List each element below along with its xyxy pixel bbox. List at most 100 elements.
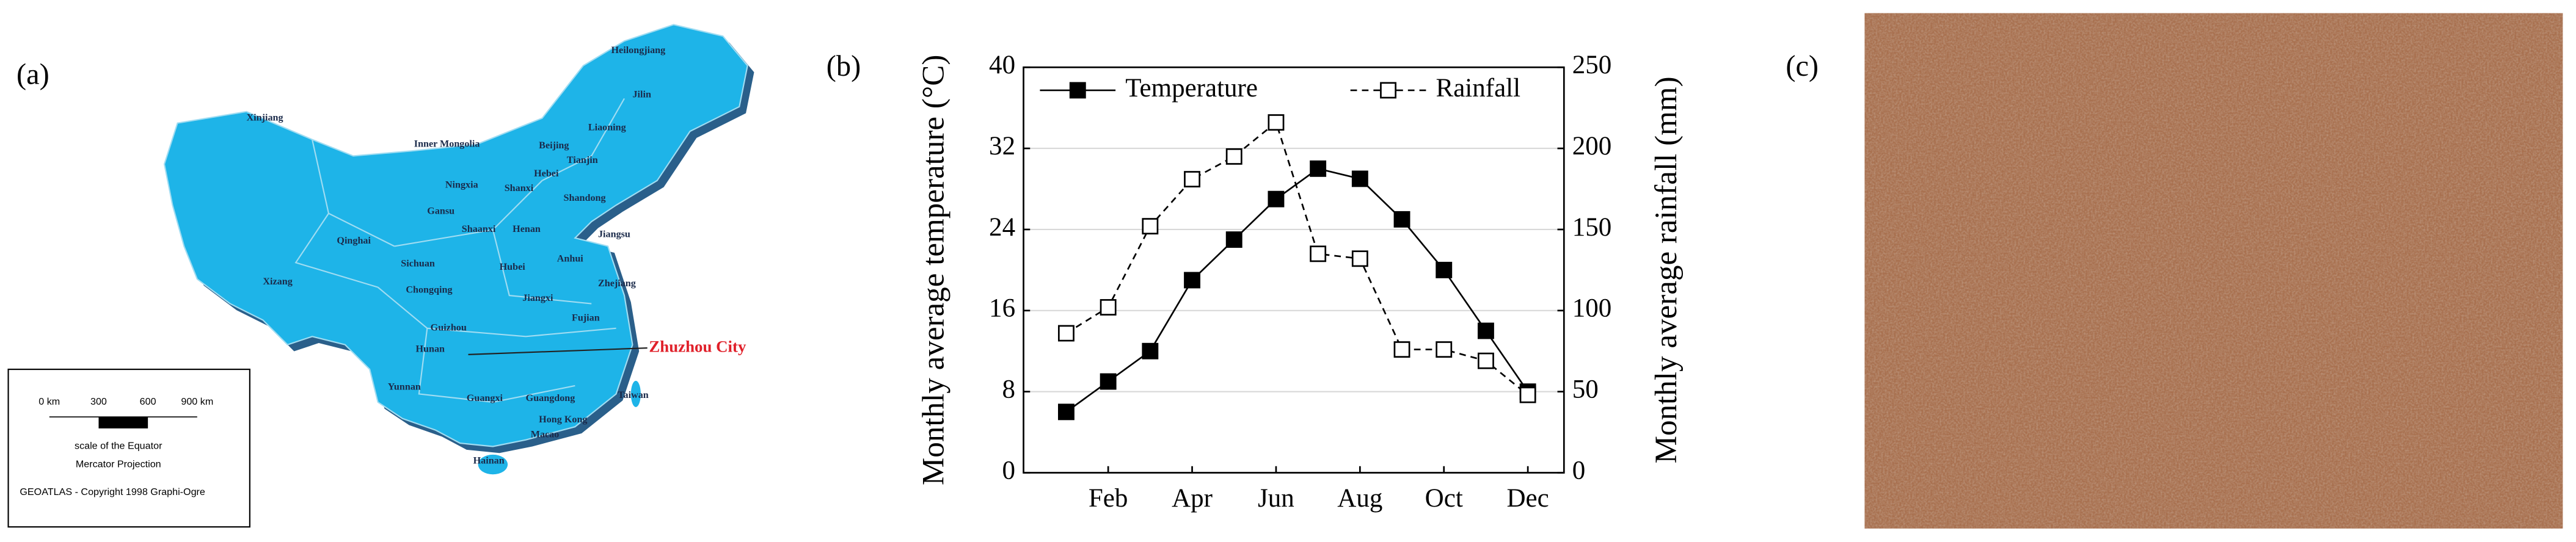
panel-label: (b) (826, 50, 861, 82)
data-point (1268, 190, 1285, 208)
y-tick-label: 8 (1002, 375, 1016, 404)
province-label: Guangxi (467, 393, 503, 403)
province-label: Tianjin (567, 155, 598, 165)
scale-projection: Mercator Projection (76, 458, 161, 469)
legend-label: Rainfall (1436, 74, 1521, 103)
y-tick-label: 0 (1002, 456, 1016, 485)
province-label: Shandong (564, 193, 606, 203)
data-point (1351, 250, 1368, 267)
x-tick-label: Aug (1337, 484, 1382, 513)
scale-tick-label: 600 (140, 396, 156, 407)
x-tick-label: Feb (1089, 484, 1128, 513)
chart: 0 8 16 24 32 40 0 50 100 150 200 250 Feb Apr Jun Aug Oct… (916, 51, 1684, 513)
province-label: Guizhou (431, 323, 467, 333)
province-label: Sichuan (401, 259, 435, 269)
province-label: Anhui (557, 254, 584, 264)
data-point (1519, 386, 1536, 403)
legend-marker (1380, 82, 1396, 99)
y2-tick-label: 250 (1572, 51, 1612, 79)
province-label: Shanxi (505, 183, 534, 193)
legend-label: Temperature (1125, 74, 1258, 103)
y2-tick-label: 150 (1572, 213, 1612, 242)
province-label: Xinjiang (246, 112, 283, 123)
data-point (1436, 261, 1453, 278)
plot-frame (1023, 66, 1565, 474)
map-labels: Heilongjiang Jilin Liaoning Inner Mongolia X… (20, 45, 665, 497)
data-point (1225, 231, 1242, 248)
x-tick-label: Oct (1425, 484, 1463, 513)
province-label: Jiangxi (522, 293, 553, 303)
province-label: Fujian (572, 313, 600, 323)
y-tick-label: 16 (989, 294, 1015, 323)
province-label: Hebei (534, 168, 559, 179)
soil-texture (1864, 13, 2563, 529)
pointer-line (468, 347, 648, 355)
data-point (1184, 272, 1200, 289)
scale-tick-label: 0 km (38, 396, 60, 407)
province-label: Hunan (415, 344, 445, 355)
scale-tick-label: 900 km (181, 396, 213, 407)
taiwan-island (630, 380, 641, 407)
data-point (1436, 341, 1453, 358)
scale-bar-segment (98, 417, 148, 428)
x-tick-label: Dec (1507, 484, 1549, 513)
province-label: Inner Mongolia (414, 139, 480, 149)
province-label: Ningxia (445, 180, 478, 190)
province-label: Gansu (427, 206, 454, 217)
province-label: Hainan (473, 455, 505, 466)
scale-caption: scale of the Equator (75, 441, 162, 452)
data-point (1393, 341, 1410, 358)
province-borders (294, 98, 625, 403)
highlight-label: Zhuzhou City (649, 337, 746, 355)
y2-tick-label: 0 (1572, 456, 1586, 485)
y-axis-label: Monthly average temperature (°C) (916, 55, 951, 485)
province-label: Guangdong (526, 393, 575, 403)
province-label: Zhejiang (598, 278, 636, 289)
y2-tick-label: 200 (1572, 132, 1612, 161)
data-point (1268, 114, 1285, 131)
province-label: Taiwan (618, 390, 649, 400)
legend-marker (1069, 82, 1086, 99)
province-label: Jiangsu (598, 229, 630, 239)
data-point (1142, 342, 1159, 360)
series-line (1065, 121, 1528, 396)
y2-axis-label: Monthly average rainfall (mm) (1649, 76, 1684, 463)
x-tick-label: Jun (1258, 484, 1294, 513)
y2-tick-label: 100 (1572, 294, 1612, 323)
province-label: Beijing (539, 140, 569, 151)
province-label: Liaoning (588, 122, 626, 132)
data-point (1100, 373, 1117, 390)
map: Zhuzhou City (7, 24, 754, 528)
panel-label: (c) (1786, 50, 1819, 82)
data-point (1184, 171, 1200, 188)
y-tick-label: 32 (989, 132, 1015, 161)
scale-credit: GEOATLAS - Copyright 1998 Graphi-Ogre (20, 486, 205, 497)
data-point (1393, 211, 1410, 228)
panel-label: (a) (16, 59, 49, 91)
province-label: Macao (531, 429, 560, 439)
data-point (1058, 403, 1075, 421)
province-label: Yunnan (388, 381, 421, 392)
data-point (1477, 322, 1494, 339)
data-point (1351, 170, 1368, 187)
province-label: Heilongjiang (611, 45, 666, 56)
y-tick-label: 24 (989, 213, 1015, 242)
province-label: Hong Kong (539, 414, 587, 425)
province-label: Shaanxi (462, 224, 496, 234)
data-point (1100, 299, 1117, 316)
province-label: Xizang (263, 276, 292, 287)
data-point (1310, 160, 1327, 177)
province-label: Hubei (500, 262, 526, 272)
data-point (1142, 218, 1159, 235)
series-line (1065, 167, 1529, 413)
scale-tick-label: 300 (90, 396, 107, 407)
province-label: Henan (513, 224, 541, 234)
data-point (1310, 245, 1327, 262)
scale-box (7, 369, 250, 528)
hainan-island (478, 454, 508, 475)
province-label: Jilin (632, 90, 651, 100)
y2-tick-label: 50 (1572, 375, 1599, 404)
data-point (1225, 148, 1242, 165)
